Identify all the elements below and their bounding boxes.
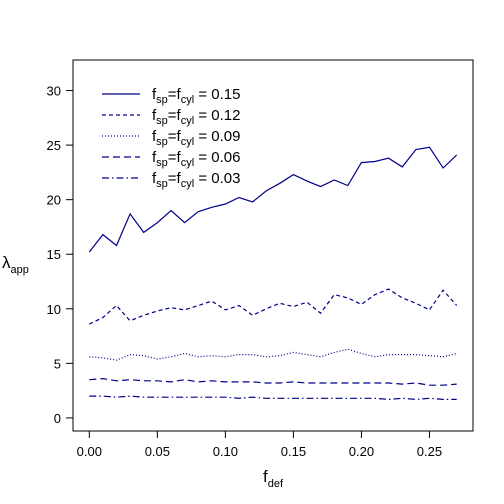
y-tick-label: 10: [47, 302, 61, 317]
x-tick-label: 0.25: [417, 444, 442, 459]
y-tick-label: 5: [54, 356, 61, 371]
x-tick-label: 0.00: [77, 444, 102, 459]
plot-frame: [72, 59, 474, 432]
series-line-1: [88, 146, 458, 253]
legend-label: fsp=fcyl = 0.15: [152, 86, 240, 106]
x-tick-label: 0.10: [213, 444, 238, 459]
legend-label: fsp=fcyl = 0.12: [152, 107, 240, 127]
y-axis-title: λapp: [2, 253, 29, 276]
y-tick-label: 15: [47, 247, 61, 262]
x-tick-label: 0.05: [145, 444, 170, 459]
series-line-4: [89, 377, 457, 386]
x-tick-label: 0.20: [349, 444, 374, 459]
x-tick-label: 0.15: [281, 444, 306, 459]
series-line-3: [89, 348, 457, 361]
y-tick-label: 0: [54, 411, 61, 426]
legend-label: fsp=fcyl = 0.03: [152, 170, 240, 190]
x-axis: 0.00 0.05 0.10 0.15 0.20 0.25: [77, 431, 442, 459]
legend-label: fsp=fcyl = 0.06: [152, 149, 240, 169]
x-axis-title: fdef: [263, 467, 284, 490]
legend-label: fsp=fcyl = 0.09: [152, 128, 240, 148]
series-layer: [88, 146, 458, 401]
y-tick-label: 25: [47, 138, 61, 153]
y-tick-label: 20: [47, 193, 61, 208]
series-line-2: [89, 288, 458, 325]
y-axis: 0 5 10 15 20 25 30: [47, 84, 73, 426]
y-tick-label: 30: [47, 84, 61, 99]
series-line-5: [89, 395, 457, 401]
